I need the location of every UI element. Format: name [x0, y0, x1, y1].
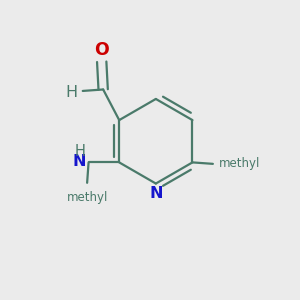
- Text: O: O: [94, 41, 109, 59]
- Text: N: N: [149, 186, 163, 201]
- Text: H: H: [74, 144, 85, 159]
- Text: N: N: [73, 154, 86, 169]
- Text: methyl: methyl: [219, 158, 260, 170]
- Text: H: H: [66, 85, 78, 100]
- Text: methyl: methyl: [66, 191, 108, 204]
